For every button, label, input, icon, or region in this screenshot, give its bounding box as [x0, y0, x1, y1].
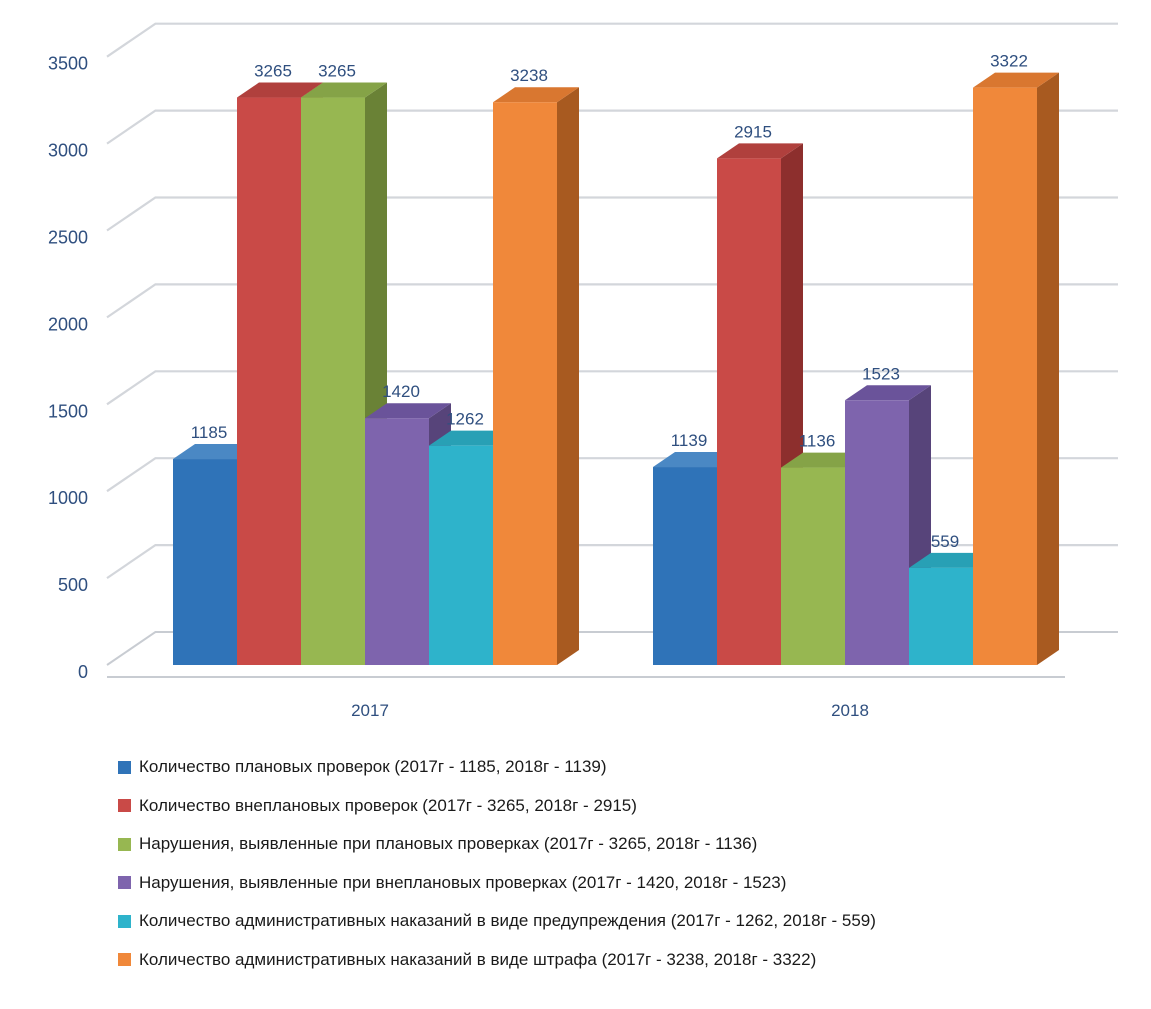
bar-front — [717, 158, 781, 666]
bar — [845, 385, 931, 665]
legend-swatch — [118, 760, 131, 774]
legend-item: Количество административных наказаний в … — [118, 902, 1118, 941]
bar-top — [365, 403, 451, 419]
y-tick-label: 2000 — [48, 314, 88, 334]
x-axis-categories: 2017 2018 — [351, 701, 869, 720]
legend-label: Количество плановых проверок (2017г - 11… — [139, 757, 607, 777]
bar-front — [429, 445, 493, 665]
bar-front — [781, 467, 845, 665]
data-label: 1185 — [191, 423, 228, 442]
bar-front — [237, 97, 301, 666]
y-axis-ticks: 0 500 1000 1500 2000 2500 3000 3500 — [48, 54, 88, 682]
chart-area: 0 500 1000 1500 2000 2500 3000 3500 2017 2018 1185… — [48, 22, 1118, 720]
legend-label: Количество административных наказаний в … — [139, 911, 876, 931]
bar-front — [653, 467, 717, 665]
bar-top — [973, 72, 1059, 88]
legend-item: Количество внеплановых проверок (2017г -… — [118, 787, 1118, 826]
bar-top — [301, 82, 387, 98]
bars — [173, 72, 1059, 666]
legend-item: Нарушения, выявленные при внеплановых пр… — [118, 864, 1118, 903]
data-labels: 1185 3265 3265 1420 1262 3238 1139 2915 1136 1523… — [191, 52, 1028, 551]
bar-front — [365, 418, 429, 665]
data-label: 3322 — [990, 52, 1028, 71]
data-label: 1523 — [862, 364, 900, 383]
bar-top — [237, 82, 323, 98]
bar-side — [1037, 72, 1059, 665]
bar — [717, 143, 803, 666]
gridline — [106, 109, 1118, 145]
y-tick-label: 2500 — [48, 228, 88, 248]
legend-label: Нарушения, выявленные при внеплановых пр… — [139, 872, 787, 892]
legend-swatch — [118, 837, 131, 851]
gridline — [106, 22, 1118, 58]
bar-chart: 0 500 1000 1500 2000 2500 3000 3500 2017 2018 1185… — [48, 22, 1118, 720]
bar-front — [493, 102, 557, 666]
bar-top — [493, 87, 579, 103]
legend-item: Нарушения, выявленные при плановых прове… — [118, 825, 1118, 864]
bar-front — [909, 567, 973, 665]
y-tick-label: 0 — [78, 662, 88, 682]
legend-swatch — [118, 876, 131, 890]
bar-top — [717, 143, 803, 159]
y-tick-label: 500 — [58, 575, 88, 595]
legend-label: Количество внеплановых проверок (2017г -… — [139, 795, 637, 815]
bar-top — [845, 385, 931, 401]
legend-label: Количество административных наказаний в … — [139, 949, 817, 969]
data-label: 3265 — [318, 62, 356, 81]
data-label: 1420 — [382, 382, 420, 401]
data-label: 559 — [931, 532, 959, 551]
data-label: 1262 — [446, 410, 484, 429]
data-label: 1136 — [799, 432, 836, 451]
bar-front — [845, 400, 909, 665]
bar-front — [973, 87, 1037, 665]
bar-front — [301, 97, 365, 666]
data-label: 3238 — [510, 66, 548, 85]
data-label: 1139 — [671, 431, 708, 450]
x-category-label: 2017 — [351, 701, 389, 720]
legend-swatch — [118, 953, 131, 967]
legend-swatch — [118, 914, 131, 928]
legend-label: Нарушения, выявленные при плановых прове… — [139, 834, 758, 854]
bar — [973, 72, 1059, 665]
gridlines — [106, 22, 1118, 678]
data-label: 2915 — [734, 122, 772, 141]
bar-side — [557, 87, 579, 666]
y-tick-label: 3500 — [48, 54, 88, 74]
legend-item: Количество административных наказаний в … — [118, 941, 1118, 980]
legend-item: Количество плановых проверок (2017г - 11… — [118, 748, 1118, 787]
bar-front — [173, 459, 237, 665]
y-tick-label: 1000 — [48, 488, 88, 508]
x-category-label: 2018 — [831, 701, 869, 720]
chart-legend: Количество плановых проверок (2017г - 11… — [118, 748, 1118, 979]
legend-swatch — [118, 799, 131, 813]
data-label: 3265 — [254, 62, 292, 81]
y-tick-label: 3000 — [48, 141, 88, 161]
y-tick-label: 1500 — [48, 401, 88, 421]
bar — [493, 87, 579, 666]
